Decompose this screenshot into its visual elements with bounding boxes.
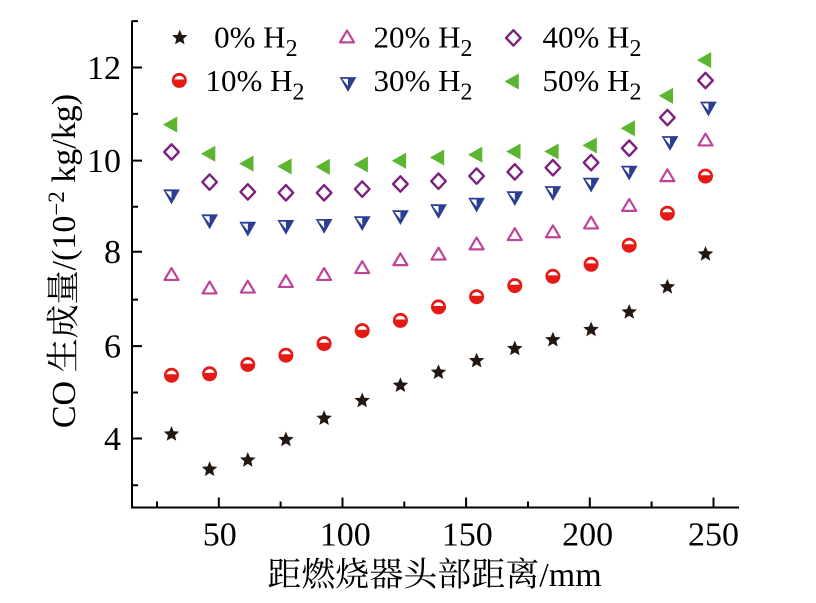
- svg-text:100: 100: [320, 517, 371, 554]
- svg-text:/(10−2 kg/kg): /(10−2 kg/kg): [44, 94, 83, 271]
- svg-text:150: 150: [442, 517, 493, 554]
- svg-text:CO: CO: [46, 381, 83, 428]
- svg-text:10: 10: [87, 143, 121, 180]
- svg-text:200: 200: [562, 517, 613, 554]
- svg-text:12: 12: [87, 50, 121, 87]
- svg-text:4: 4: [104, 421, 121, 458]
- svg-text:6: 6: [104, 328, 121, 365]
- svg-text:/mm: /mm: [539, 557, 601, 594]
- svg-text:250: 250: [688, 517, 739, 554]
- svg-text:50: 50: [203, 517, 237, 554]
- svg-text:8: 8: [104, 234, 121, 271]
